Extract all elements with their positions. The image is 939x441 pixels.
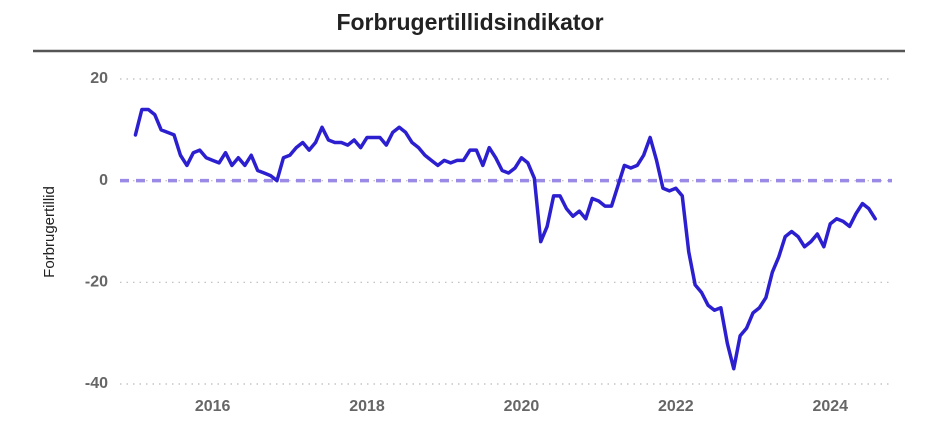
y-tick-label: 0 [99,172,108,189]
y-axis-label: Forbrugertillid [41,186,58,278]
x-tick-label: 2016 [195,398,231,415]
x-tick-label: 2020 [504,398,540,415]
x-tick-label: 2018 [349,398,385,415]
x-tick-label: 2022 [658,398,694,415]
line-series [133,107,877,371]
chart-title: Forbrugertillidsindikator [336,9,603,35]
y-tick-label: -20 [85,274,108,291]
y-tick-label: -40 [85,375,108,392]
x-tick-label: 2024 [812,398,848,415]
y-tick-label: 20 [90,70,108,87]
